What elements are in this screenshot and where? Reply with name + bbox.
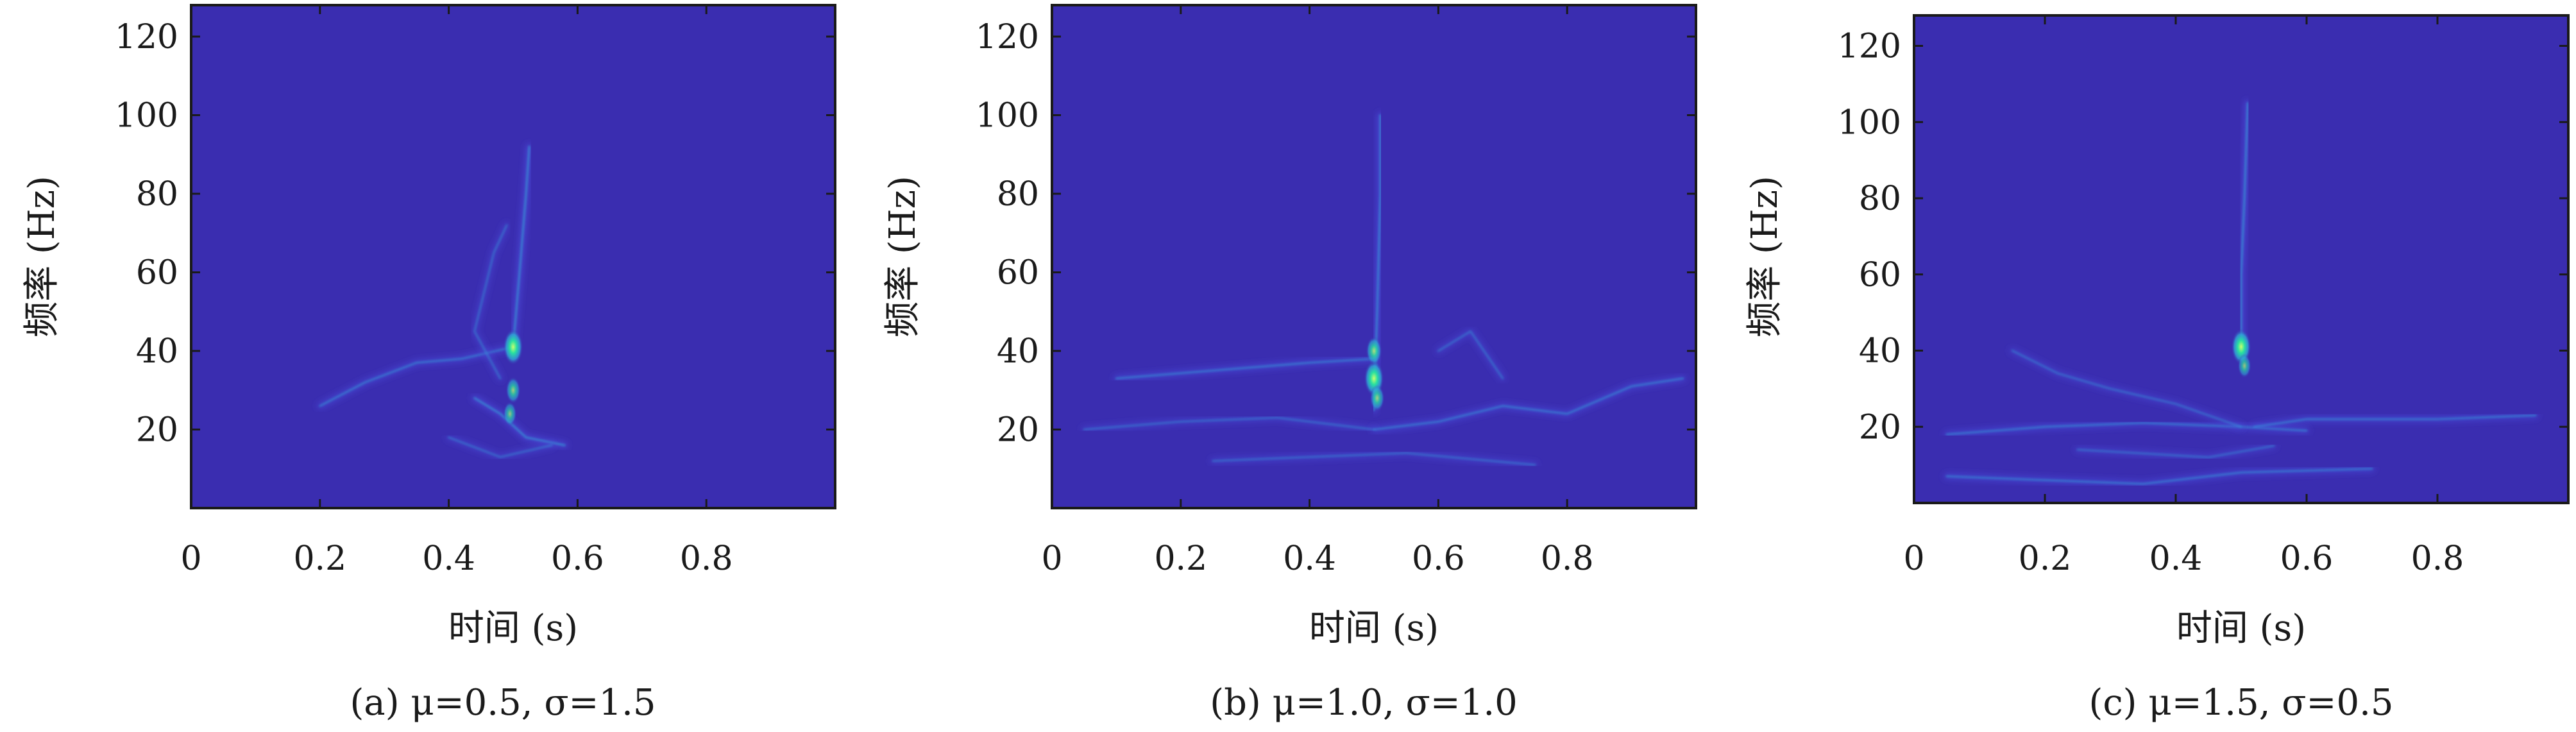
ridge-line — [1437, 330, 1504, 380]
x-tick-label: 0 — [1903, 540, 1924, 578]
y-axis: 20 40 60 80 100 120 — [976, 18, 1696, 450]
x-tick-label: 0.2 — [1154, 540, 1207, 578]
y-axis: 20 40 60 80 100 120 — [115, 18, 835, 450]
y-axis: 20 40 60 80 100 120 — [1838, 28, 2568, 447]
ridge-line — [473, 224, 508, 380]
ridge-line — [1945, 468, 2373, 485]
plot-frame — [1051, 4, 1697, 509]
ridge-line — [512, 146, 530, 348]
ridge-line — [2240, 102, 2249, 348]
y-tick-label: 120 — [115, 18, 178, 56]
ridge-line — [473, 397, 566, 447]
x-axis-label: 时间 (s) — [448, 608, 578, 649]
panel-caption: (b) μ=1.0, σ=1.0 — [1210, 682, 1518, 724]
x-axis: 0 0.2 0.4 0.6 0.8 — [180, 5, 733, 578]
plot-frame — [190, 4, 836, 509]
ridge-line — [2253, 414, 2537, 428]
x-tick-label: 0.4 — [422, 540, 475, 578]
y-axis-label: 频率 (Hz) — [882, 176, 924, 337]
y-tick-label: 80 — [1859, 180, 1901, 218]
y-tick-label: 100 — [976, 97, 1039, 135]
x-tick-label: 0.4 — [1283, 540, 1336, 578]
panel-b: 0 0.2 0.4 0.6 0.8 20 40 60 80 100 120 时间 (s) 频率 (… — [882, 4, 1697, 724]
x-tick-label: 0.6 — [1412, 540, 1465, 578]
ridge-line — [1115, 357, 1375, 380]
y-tick-label: 40 — [136, 332, 178, 371]
y-tick-label: 40 — [1859, 332, 1901, 371]
x-axis: 0 0.2 0.4 0.6 0.8 — [1903, 15, 2464, 578]
ridge-line — [2076, 445, 2275, 459]
y-tick-label: 120 — [1838, 28, 1901, 66]
y-tick-label: 80 — [997, 175, 1039, 214]
x-tick-label: 0.6 — [551, 540, 604, 578]
x-tick-label: 0.6 — [2280, 540, 2334, 578]
spectrogram-layer — [1081, 112, 1686, 468]
y-tick-label: 40 — [997, 332, 1039, 371]
x-tick-label: 0.2 — [2019, 540, 2072, 578]
x-axis-label: 时间 (s) — [1309, 608, 1439, 649]
x-axis: 0 0.2 0.4 0.6 0.8 — [1041, 5, 1594, 578]
y-tick-label: 20 — [997, 411, 1039, 450]
energy-peak — [503, 328, 523, 365]
spectrogram-layer — [316, 143, 568, 461]
x-tick-label: 0.8 — [680, 540, 733, 578]
y-tick-label: 60 — [136, 254, 178, 293]
y-tick-label: 120 — [976, 18, 1039, 56]
panel-caption: (c) μ=1.5, σ=0.5 — [2089, 682, 2393, 724]
ridge-line — [2011, 350, 2242, 428]
energy-peak — [1369, 384, 1385, 412]
x-tick-label: 0.4 — [2149, 540, 2203, 578]
y-tick-label: 60 — [997, 254, 1039, 293]
ridge-line — [1083, 416, 1375, 430]
y-axis-label: 频率 (Hz) — [1744, 176, 1786, 337]
energy-peak — [1366, 336, 1382, 366]
x-tick-label: 0.8 — [2411, 540, 2464, 578]
y-tick-label: 80 — [136, 175, 178, 214]
y-tick-label: 60 — [1859, 256, 1901, 294]
panel-caption: (a) μ=0.5, σ=1.5 — [350, 682, 656, 724]
x-tick-label: 0 — [1041, 540, 1062, 578]
ridge-line — [319, 346, 514, 407]
energy-peak — [505, 377, 521, 404]
spectrogram-layer — [1944, 99, 2539, 488]
panel-a: 0 0.2 0.4 0.6 0.8 20 40 60 80 100 120 时间 (s) 频率 (… — [21, 4, 836, 724]
y-tick-label: 20 — [1859, 408, 1901, 447]
ridge-line — [1212, 452, 1536, 466]
energy-peak — [2237, 353, 2251, 379]
y-axis-label: 频率 (Hz) — [21, 176, 63, 337]
energy-peak — [503, 402, 517, 426]
ridge-line — [448, 436, 553, 458]
y-tick-label: 20 — [136, 411, 178, 450]
plot-background — [191, 5, 835, 508]
y-tick-label: 100 — [1838, 103, 1901, 142]
x-axis-label: 时间 (s) — [2176, 608, 2306, 649]
x-tick-label: 0.8 — [1541, 540, 1594, 578]
x-tick-label: 0.2 — [293, 540, 346, 578]
x-tick-label: 0 — [180, 540, 201, 578]
y-tick-label: 100 — [115, 97, 178, 135]
plot-frame — [1913, 14, 2570, 504]
panel-c: 0 0.2 0.4 0.6 0.8 20 40 60 80 100 120 时间 (s) 频率 (… — [1744, 14, 2570, 724]
ridge-line — [1373, 377, 1684, 430]
